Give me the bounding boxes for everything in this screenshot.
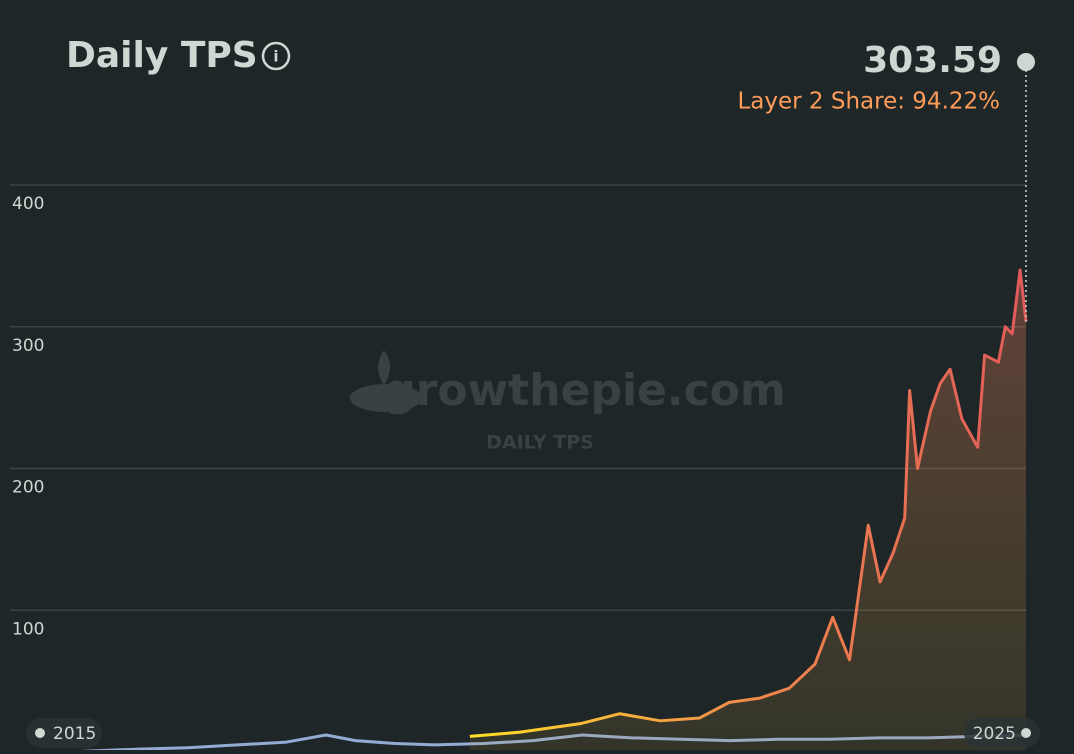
- info-icon-i: i: [273, 48, 278, 66]
- share-label: Layer 2 Share: 94.22%: [737, 89, 1000, 115]
- logo: [350, 384, 422, 412]
- x-tick-pill: [964, 718, 1040, 748]
- current-dot: [1017, 53, 1035, 71]
- y-tick-label: 200: [12, 478, 44, 498]
- watermark: growthepie.com DAILY TPS: [350, 350, 786, 454]
- x-tick-label: 2025: [973, 724, 1016, 744]
- y-tick-label: 300: [12, 336, 44, 356]
- x-tick-pill: [26, 718, 102, 748]
- line: [469, 268, 1028, 738]
- watermark-text: growthepie.com: [384, 365, 786, 416]
- chart-title: Daily TPS: [66, 35, 258, 76]
- info-icon[interactable]: [261, 41, 291, 71]
- x-tick-dot: [1021, 728, 1031, 738]
- area: [469, 270, 1026, 752]
- y-tick-label: 100: [12, 619, 44, 639]
- y-tick-label: 400: [12, 194, 44, 214]
- watermark-subtitle: DAILY TPS: [486, 432, 594, 454]
- logo-flame: [378, 350, 390, 385]
- current-value: 303.59: [863, 40, 1002, 81]
- x-tick-label: 2015: [53, 724, 96, 744]
- x-tick-dot: [35, 728, 45, 738]
